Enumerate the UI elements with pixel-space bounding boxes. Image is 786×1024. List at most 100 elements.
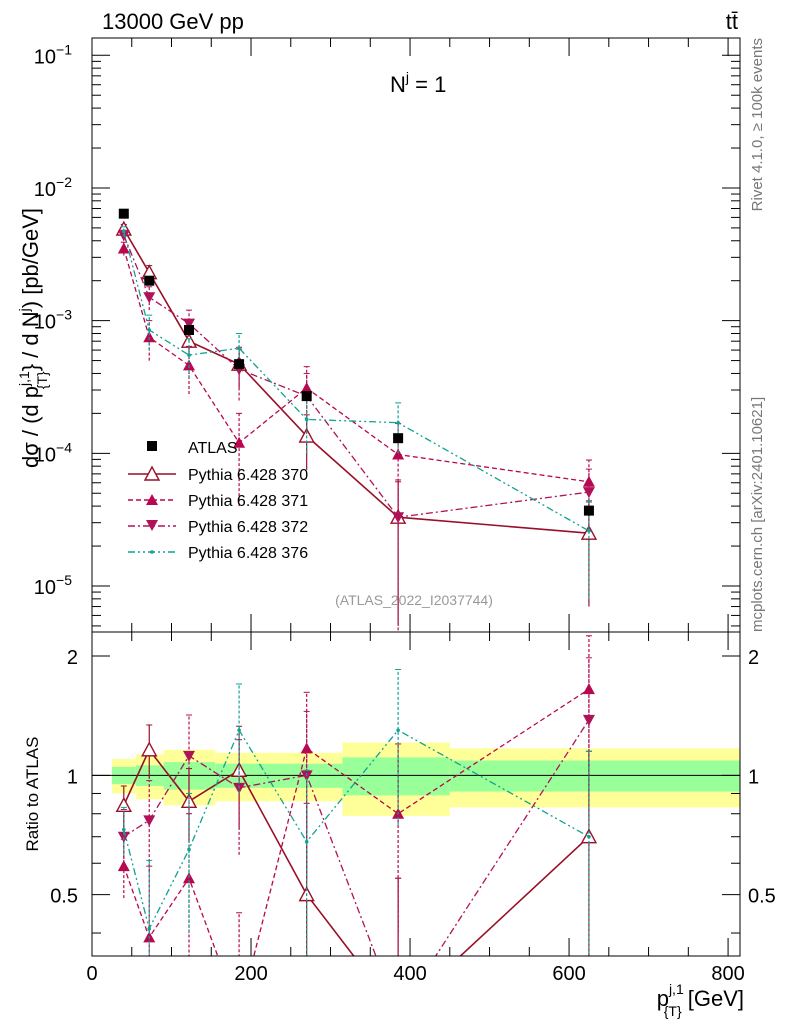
atlas-data-point xyxy=(184,325,195,336)
legend-371-label: Pythia 6.428 371 xyxy=(188,493,308,510)
main-panel: 10−510−410−310−210−1 Nj = 1 dσ / (d pj,1… xyxy=(16,37,741,633)
ratio-marker-371 xyxy=(117,860,130,872)
ratio-inner-band xyxy=(342,757,450,796)
main-marker-371 xyxy=(233,436,246,448)
ratio-marker-372 xyxy=(582,714,595,726)
main-ytick-exp: −1 xyxy=(56,41,72,57)
ratio-ytick-label: 1 xyxy=(67,766,78,788)
ratio-marker-376 xyxy=(304,839,309,844)
legend-376-label: Pythia 6.428 376 xyxy=(188,545,308,562)
watermark: (ATLAS_2022_I2037744) xyxy=(335,592,493,608)
x-tick-label: 0 xyxy=(86,963,97,985)
main-marker-371 xyxy=(582,475,595,487)
ratio-marker-372 xyxy=(392,1009,404,1020)
ratio-ytick-label-right: 1 xyxy=(748,766,759,788)
main-marker-371 xyxy=(183,359,196,371)
main-marker-372 xyxy=(183,318,196,330)
atlas-data-point xyxy=(301,391,312,402)
ratio-ytick-label: 0.5 xyxy=(50,886,78,908)
atlas-data-point xyxy=(118,208,129,219)
main-marker-371 xyxy=(117,242,130,254)
legend-371-marker xyxy=(146,494,158,505)
energy-label: 13000 GeV pp xyxy=(102,9,244,34)
main-ylabel-sup2: j xyxy=(16,308,32,312)
main-marker-376 xyxy=(147,328,152,332)
legend-370-label: Pythia 6.428 370 xyxy=(188,467,308,484)
main-y-axis-label: dσ / (d pj,1 {T}} / d Nj) [pb/GeV] xyxy=(16,208,50,468)
main-marker-376 xyxy=(396,420,400,425)
xlabel-sub: {T} xyxy=(664,1003,682,1019)
main-marker-376 xyxy=(187,353,191,357)
ratio-marker-372 xyxy=(143,815,156,827)
main-marker-372 xyxy=(392,512,405,524)
legend-atlas-label: ATLAS xyxy=(188,440,238,457)
main-ytick-base: 10 xyxy=(34,312,56,334)
main-ytick-base: 10 xyxy=(34,577,56,599)
ratio-marker-371 xyxy=(582,683,595,695)
ratio-marker-372 xyxy=(183,750,196,762)
legend-372-marker xyxy=(146,520,158,531)
main-ytick-base: 10 xyxy=(34,444,56,466)
xlabel-unit: [GeV] xyxy=(682,986,744,1011)
ratio-marker-370 xyxy=(141,741,158,757)
legend-370-marker xyxy=(143,465,161,481)
main-ylabel-sub: {T} xyxy=(34,371,50,389)
main-ytick-label: 10−1 xyxy=(34,41,72,68)
main-marker-372 xyxy=(582,487,595,499)
x-tick-labels: 0 200 400 600 800 xyxy=(86,963,744,985)
ratio-marker-376 xyxy=(587,834,591,839)
ratio-ytick-label-right: 0.5 xyxy=(748,886,776,908)
ratio-marker-371 xyxy=(233,1008,245,1019)
ratio-axis-ticks xyxy=(91,632,740,956)
main-ytick-base: 10 xyxy=(34,179,56,201)
main-marker-371 xyxy=(392,448,405,460)
main-series-line-0 xyxy=(123,228,589,534)
ratio-uncertainty-bands xyxy=(111,742,740,816)
main-marker-376 xyxy=(122,229,126,234)
main-series-line-3 xyxy=(123,231,590,532)
main-marker-376 xyxy=(587,529,591,533)
rivet-label: Rivet 4.1.0, ≥ 100k events xyxy=(749,38,766,211)
ratio-marker-376 xyxy=(237,728,241,732)
ratio-panel: 0.5 0.51 12 2 0 200 400 600 800 Ratio to ATLAS … xyxy=(23,631,776,1020)
x-tick-label: 800 xyxy=(711,963,744,985)
x-tick-label: 400 xyxy=(393,963,426,985)
main-marker-376 xyxy=(304,417,309,422)
ratio-series-line-1 xyxy=(123,688,590,956)
njets-rest: = 1 xyxy=(409,72,446,97)
legend-376-marker xyxy=(150,550,154,554)
main-ylabel-mid: } / d N xyxy=(18,311,43,371)
main-ylabel-sup: j,1 xyxy=(16,371,32,387)
main-ytick-exp: −3 xyxy=(56,307,72,323)
ratio-frame xyxy=(91,631,741,957)
main-ytick-exp: −4 xyxy=(56,439,72,455)
x-tick-label: 600 xyxy=(552,963,585,985)
xlabel-sup: j,1 xyxy=(668,981,684,997)
x-axis-label: pj,1 {T} [GeV] xyxy=(657,981,744,1019)
ratio-marker-370 xyxy=(391,1007,405,1020)
legend-atlas-marker xyxy=(147,441,157,451)
ratio-ytick-label: 2 xyxy=(67,647,78,669)
main-ytick-exp: −5 xyxy=(56,572,72,588)
process-label: tt̄ xyxy=(726,9,738,34)
main-ytick-labels: 10−510−410−310−210−1 xyxy=(34,41,72,599)
mcplots-label: mcplots.cern.ch [arXiv:2401.10621] xyxy=(749,397,766,632)
ratio-y-axis-label: Ratio to ATLAS xyxy=(23,737,42,852)
legend-372-label: Pythia 6.428 372 xyxy=(188,519,308,536)
njets-sup: j xyxy=(405,69,409,85)
ratio-series-layer xyxy=(115,635,598,1020)
ratio-marker-376 xyxy=(396,728,400,732)
main-ytick-label: 10−3 xyxy=(34,307,72,334)
njets-base: N xyxy=(390,72,406,97)
ratio-marker-376 xyxy=(147,926,152,931)
main-ylabel-text: dσ / (d p xyxy=(18,386,43,468)
njets-annotation: Nj = 1 xyxy=(390,69,446,97)
ratio-inner-band xyxy=(449,760,740,792)
ratio-marker-376 xyxy=(122,827,126,832)
main-ytick-label: 10−5 xyxy=(34,572,72,599)
atlas-data-point xyxy=(144,275,155,286)
main-marker-376 xyxy=(237,346,241,350)
atlas-data-point xyxy=(583,505,594,516)
main-ylabel-end: ) [pb/GeV] xyxy=(18,208,43,308)
